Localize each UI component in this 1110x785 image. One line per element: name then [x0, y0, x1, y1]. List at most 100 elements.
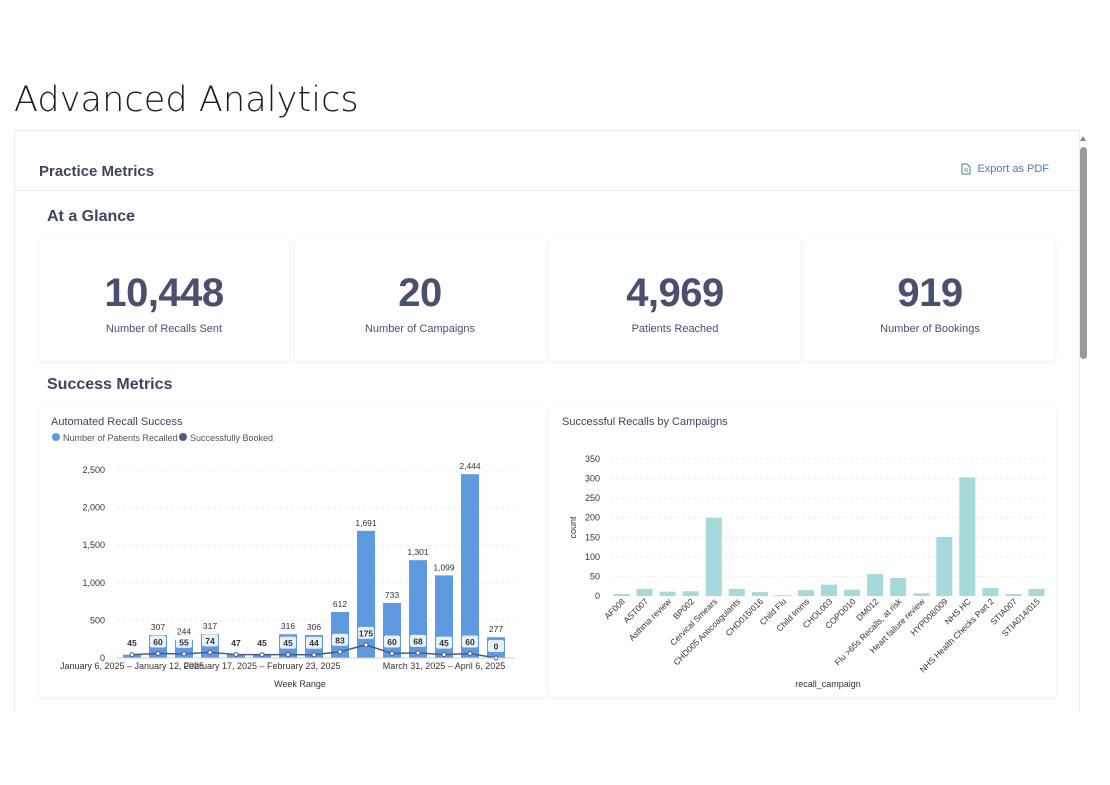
line-point: [285, 652, 291, 658]
line-label-bg: [462, 635, 478, 648]
bar: [636, 588, 653, 596]
y-tick-label: 300: [585, 474, 600, 484]
bar-data-label: 612: [333, 599, 347, 609]
bar-data-label: 317: [203, 621, 217, 631]
y-axis-label: count: [568, 516, 578, 539]
bar-data-label: 1,691: [355, 518, 377, 528]
kpi-value: 4,969: [626, 271, 724, 315]
bar-data-label: 1,099: [433, 562, 455, 572]
legend-label: Successfully Booked: [190, 433, 273, 443]
legend-swatch-booked: [179, 433, 187, 441]
line-label-bg: [176, 635, 192, 648]
x-tick-label: February 17, 2025 – February 23, 2025: [183, 661, 340, 671]
bar: [705, 517, 722, 596]
bar: [821, 584, 837, 596]
bar-data-label: 733: [385, 590, 399, 600]
line-point: [181, 651, 187, 657]
bar-data-label: 307: [151, 622, 165, 632]
line-label-bg: [436, 636, 452, 649]
line-label-bg: [254, 636, 270, 649]
kpi-card-bookings: 919 Number of Bookings: [805, 239, 1055, 361]
chart-card-recalls-by-campaign: Successful Recalls by Campaigns 0 50 100 150…: [550, 407, 1056, 697]
line-data-label: 45: [283, 638, 293, 648]
bar-data-label: 316: [281, 621, 295, 631]
line-label-bg: [150, 635, 166, 648]
bar: [844, 589, 861, 596]
bar: [357, 530, 375, 658]
line-data-label: 68: [413, 636, 423, 646]
page-title: Advanced Analytics: [14, 80, 359, 120]
kpi-card-patients-reached: 4,969 Patients Reached: [550, 239, 800, 361]
line-data-label: 44: [309, 638, 319, 648]
line-data-label: 0: [494, 642, 499, 652]
x-tick-label: January 6, 2025 – January 12, 2025: [60, 661, 204, 671]
kpi-label: Patients Reached: [631, 323, 719, 335]
line-data-label: 175: [359, 628, 373, 638]
y-tick-label: 2,500: [82, 465, 105, 475]
line-label-bg: [358, 626, 374, 639]
bar: [1005, 594, 1022, 596]
line-data-label: 60: [387, 637, 397, 647]
y-tick-label: 150: [585, 532, 600, 542]
bar: [461, 474, 479, 658]
document-icon: [961, 163, 971, 175]
line-data-label: 83: [335, 635, 345, 645]
kpi-card-recalls-sent: 10,448 Number of Recalls Sent: [39, 239, 289, 361]
bar-data-label: 244: [177, 627, 191, 637]
line-label-bg: [410, 634, 426, 647]
bar-data-label: 306: [307, 622, 321, 632]
campaign-recalls-chart: Successful Recalls by Campaigns 0 50 100 150…: [562, 416, 1048, 689]
kpi-card-campaigns: 20 Number of Campaigns: [295, 239, 545, 361]
bar: [774, 595, 791, 596]
bar: [982, 588, 999, 596]
x-axis-label: Week Range: [274, 679, 326, 689]
bar: [728, 588, 745, 596]
line-data-label: 47: [231, 638, 241, 648]
kpi-label: Number of Recalls Sent: [105, 323, 223, 335]
y-tick-label: 200: [585, 513, 600, 523]
bar-data-label: 277: [489, 624, 503, 634]
line-label-bg: [280, 636, 296, 649]
kpi-label: Number of Campaigns: [364, 323, 476, 335]
y-tick-label: 100: [585, 552, 600, 562]
scrollbar[interactable]: [1079, 136, 1088, 712]
line-label-bg: [228, 636, 244, 649]
line-point: [415, 650, 421, 656]
line-point: [389, 650, 395, 656]
line-data-label: 45: [257, 638, 267, 648]
line-label-bg: [488, 640, 504, 652]
recall-success-chart: Automated Recall Success Number of Patien…: [51, 416, 515, 689]
bar: [1028, 588, 1045, 596]
line-data-label: 60: [465, 637, 475, 647]
line-label-bg: [384, 635, 400, 648]
x-tick-label: March 31, 2025 – April 6, 2025: [383, 661, 506, 671]
y-tick-label: 50: [590, 571, 600, 581]
bar-data-label: 1,301: [407, 547, 429, 557]
panel-header: Practice Metrics Export as PDF: [15, 131, 1079, 191]
bar: [409, 560, 427, 658]
kpi-value: 10,448: [104, 271, 224, 315]
line-label-bg: [124, 636, 140, 649]
scroll-up-icon[interactable]: [1080, 136, 1086, 141]
bar: [959, 477, 976, 596]
bar: [936, 536, 953, 596]
line-label-bg: [332, 633, 348, 646]
y-tick-label: 500: [90, 615, 105, 625]
export-pdf-button[interactable]: Export as PDF: [961, 163, 1049, 175]
section-at-a-glance: At a Glance: [47, 208, 136, 225]
bar: [682, 591, 699, 596]
x-axis-label: recall_campaign: [795, 679, 861, 689]
chart-title: Successful Recalls by Campaigns: [562, 416, 728, 428]
bar: [613, 594, 630, 596]
section-success-metrics: Success Metrics: [47, 376, 173, 393]
line-point: [311, 652, 317, 658]
scrollbar-thumb[interactable]: [1080, 147, 1087, 359]
line-data-label: 45: [439, 638, 449, 648]
bar: [751, 592, 768, 596]
line-point: [363, 642, 369, 648]
line-point: [233, 651, 239, 657]
y-tick-label: 2,000: [82, 503, 105, 513]
panel-title: Practice Metrics: [39, 163, 155, 180]
line-point: [441, 652, 447, 658]
y-tick-label: 1,000: [82, 578, 105, 588]
